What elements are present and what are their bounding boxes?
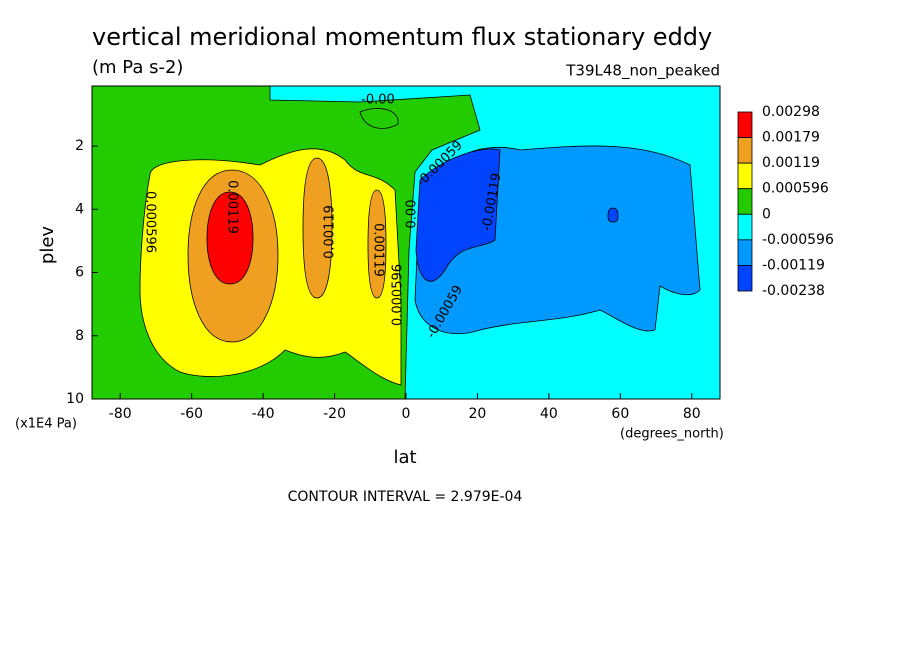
legend-label: 0.00298 bbox=[762, 104, 820, 120]
contour-label: 0.00119 bbox=[371, 223, 386, 277]
x-units: (degrees_north) bbox=[620, 427, 724, 442]
legend-label: 0.000596 bbox=[762, 181, 829, 197]
legend-swatch bbox=[737, 137, 753, 164]
legend-label: 0 bbox=[762, 206, 771, 222]
x-tick-label: 60 bbox=[611, 406, 629, 422]
x-tick-label: -80 bbox=[109, 406, 132, 422]
footer: CONTOUR INTERVAL = 2.979E-04 bbox=[288, 489, 523, 505]
contour-label: 0.00119 bbox=[323, 205, 338, 259]
chart-subtitle: (m Pa s-2) bbox=[92, 57, 183, 78]
y-tick-label: 4 bbox=[75, 201, 84, 217]
contour-label: -0.00 bbox=[361, 93, 395, 108]
x-axis-label: lat bbox=[393, 447, 416, 468]
x-tick-label: 20 bbox=[469, 406, 487, 422]
contour-region bbox=[607, 207, 619, 223]
x-tick-label: 40 bbox=[540, 406, 558, 422]
legend-swatch bbox=[737, 188, 753, 215]
legend-label: -0.00238 bbox=[762, 283, 825, 299]
y-tick-label: 8 bbox=[75, 328, 84, 344]
legend-label: -0.00119 bbox=[762, 257, 825, 273]
legend-swatch bbox=[737, 265, 753, 292]
contour-region bbox=[359, 108, 399, 129]
contour-label: 0.000596 bbox=[143, 191, 158, 253]
y-axis-label: plev bbox=[37, 226, 58, 265]
legend-label: 0.00119 bbox=[762, 155, 820, 171]
x-tick-label: -60 bbox=[180, 406, 203, 422]
legend-swatch bbox=[737, 111, 753, 138]
legend-swatch bbox=[737, 213, 753, 241]
y-tick-label: 2 bbox=[75, 138, 84, 154]
contour-label: 0.00 bbox=[405, 200, 420, 229]
legend-swatch bbox=[737, 239, 753, 266]
x-tick-label: 80 bbox=[683, 406, 701, 422]
contour-label: 0.000596 bbox=[391, 264, 406, 326]
legend-label: 0.00179 bbox=[762, 130, 820, 146]
y-units: (x1E4 Pa) bbox=[15, 417, 77, 432]
contour-region bbox=[415, 148, 501, 282]
run-label: T39L48_non_peaked bbox=[565, 62, 720, 81]
chart-title: vertical meridional momentum flux statio… bbox=[92, 23, 712, 51]
x-tick-label: 0 bbox=[402, 406, 411, 422]
y-tick-label: 6 bbox=[75, 265, 84, 281]
fields bbox=[92, 86, 720, 399]
contour-region bbox=[367, 189, 387, 299]
contour-region bbox=[206, 191, 254, 285]
contour-region bbox=[302, 157, 333, 299]
x-tick-label: -20 bbox=[323, 406, 346, 422]
plot-area: -0.00 0.000596 0.00119 0.00119 0.00119 0.0005… bbox=[91, 85, 721, 400]
legend-label: -0.000596 bbox=[762, 232, 834, 248]
contour-label: 0.00119 bbox=[225, 180, 240, 234]
y-tick-label: 10 bbox=[66, 391, 84, 407]
legend-swatch bbox=[737, 162, 753, 190]
x-tick-label: -40 bbox=[252, 406, 275, 422]
